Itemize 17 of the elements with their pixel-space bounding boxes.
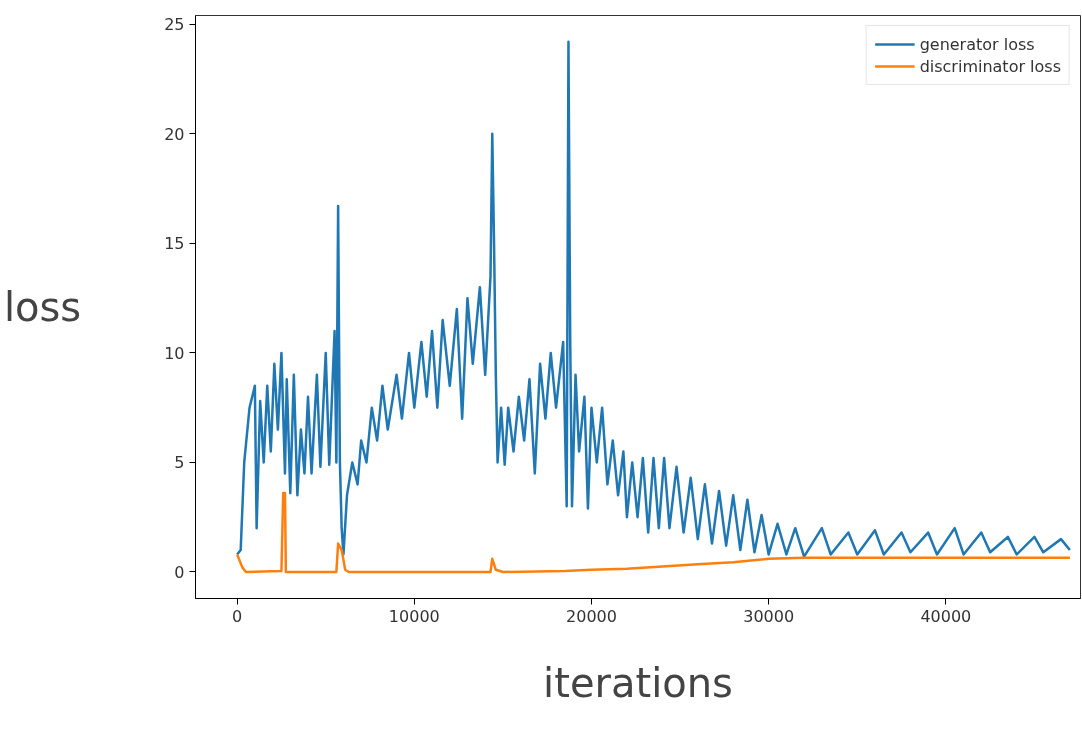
- y-tick-label: 20: [164, 124, 185, 144]
- x-tick-label: 30000: [743, 606, 795, 626]
- y-tick-label: 10: [164, 343, 185, 363]
- y-tick-label: 0: [174, 562, 185, 582]
- legend-label: generator loss: [919, 34, 1035, 54]
- y-tick-label: 5: [174, 453, 185, 473]
- y-tick-label: 15: [164, 234, 185, 254]
- x-tick-label: 40000: [920, 606, 972, 626]
- legend-label: discriminator loss: [919, 56, 1061, 76]
- x-tick-label: 20000: [566, 606, 617, 626]
- y-tick-label: 25: [164, 15, 185, 35]
- x-tick-label: 0: [232, 606, 243, 626]
- line-series: [235, 491, 1072, 574]
- x-tick-label: 10000: [388, 606, 440, 626]
- x-axis-title: iterations: [543, 659, 733, 706]
- line-series: [235, 40, 1072, 558]
- y-axis-title: loss: [3, 284, 82, 330]
